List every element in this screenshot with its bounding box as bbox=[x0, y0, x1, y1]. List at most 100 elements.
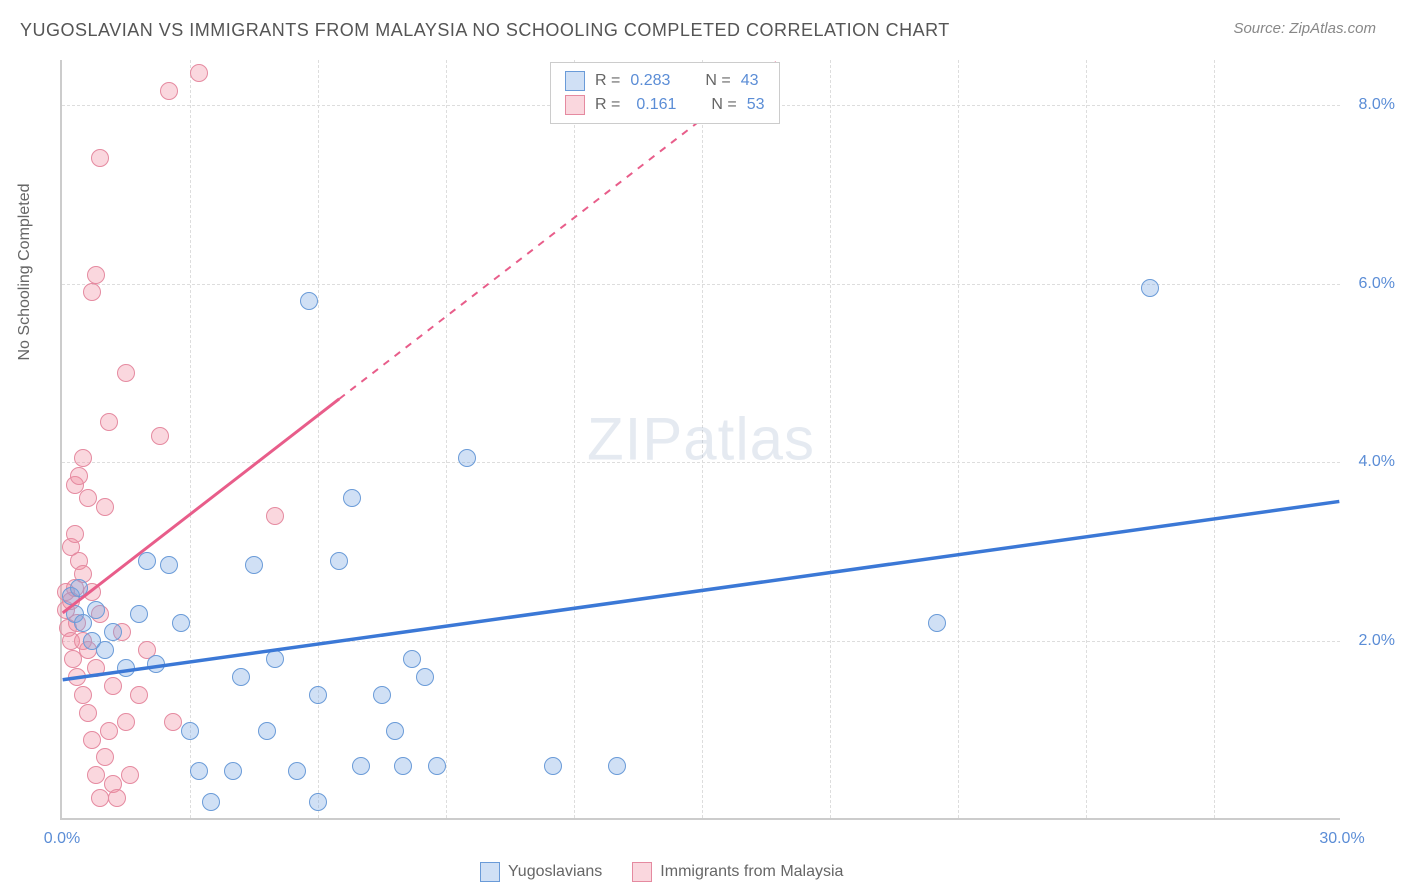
data-point bbox=[232, 668, 250, 686]
legend-swatch-pink-2 bbox=[632, 862, 652, 882]
data-point bbox=[172, 614, 190, 632]
r-label-2: R = bbox=[595, 96, 620, 114]
gridline-v bbox=[446, 60, 447, 818]
data-point bbox=[83, 731, 101, 749]
data-point bbox=[70, 467, 88, 485]
legend-swatch-blue-2 bbox=[480, 862, 500, 882]
n-value-1: 43 bbox=[741, 72, 759, 90]
data-point bbox=[373, 686, 391, 704]
data-point bbox=[117, 713, 135, 731]
data-point bbox=[87, 659, 105, 677]
data-point bbox=[245, 556, 263, 574]
data-point bbox=[160, 556, 178, 574]
data-point bbox=[104, 623, 122, 641]
gridline-v bbox=[190, 60, 191, 818]
data-point bbox=[79, 489, 97, 507]
n-label-2: N = bbox=[711, 96, 736, 114]
data-point bbox=[87, 601, 105, 619]
data-point bbox=[428, 757, 446, 775]
data-point bbox=[74, 686, 92, 704]
legend-series: Yugoslavians Immigrants from Malaysia bbox=[480, 862, 843, 882]
data-point bbox=[300, 292, 318, 310]
data-point bbox=[288, 762, 306, 780]
data-point bbox=[394, 757, 412, 775]
chart-container: YUGOSLAVIAN VS IMMIGRANTS FROM MALAYSIA … bbox=[0, 0, 1406, 892]
data-point bbox=[386, 722, 404, 740]
x-tick-label: 0.0% bbox=[44, 830, 80, 848]
data-point bbox=[83, 283, 101, 301]
y-tick-label: 4.0% bbox=[1359, 453, 1395, 471]
data-point bbox=[79, 704, 97, 722]
data-point bbox=[100, 722, 118, 740]
source-label: Source: ZipAtlas.com bbox=[1233, 20, 1376, 37]
data-point bbox=[130, 686, 148, 704]
legend-label-2: Immigrants from Malaysia bbox=[660, 863, 843, 881]
data-point bbox=[68, 668, 86, 686]
legend-item-malaysia: Immigrants from Malaysia bbox=[632, 862, 843, 882]
gridline-h bbox=[62, 462, 1340, 463]
x-tick-label: 30.0% bbox=[1319, 830, 1364, 848]
chart-title: YUGOSLAVIAN VS IMMIGRANTS FROM MALAYSIA … bbox=[20, 20, 950, 41]
r-label: R = bbox=[595, 72, 620, 90]
gridline-v bbox=[1214, 60, 1215, 818]
n-value-2: 53 bbox=[747, 96, 765, 114]
gridline-v bbox=[574, 60, 575, 818]
data-point bbox=[121, 766, 139, 784]
data-point bbox=[164, 713, 182, 731]
y-tick-label: 8.0% bbox=[1359, 96, 1395, 114]
data-point bbox=[147, 655, 165, 673]
data-point bbox=[96, 641, 114, 659]
data-point bbox=[1141, 279, 1159, 297]
data-point bbox=[70, 579, 88, 597]
gridline-v bbox=[958, 60, 959, 818]
data-point bbox=[96, 498, 114, 516]
data-point bbox=[403, 650, 421, 668]
gridline-v bbox=[1086, 60, 1087, 818]
data-point bbox=[309, 686, 327, 704]
data-point bbox=[266, 650, 284, 668]
data-point bbox=[117, 659, 135, 677]
data-point bbox=[330, 552, 348, 570]
gridline-h bbox=[62, 641, 1340, 642]
data-point bbox=[309, 793, 327, 811]
data-point bbox=[266, 507, 284, 525]
data-point bbox=[544, 757, 562, 775]
data-point bbox=[117, 364, 135, 382]
legend-item-yugoslavians: Yugoslavians bbox=[480, 862, 602, 882]
gridline-v bbox=[702, 60, 703, 818]
data-point bbox=[928, 614, 946, 632]
data-point bbox=[190, 762, 208, 780]
legend-stats: R = 0.283 N = 43 R = 0.161 N = 53 bbox=[550, 62, 780, 124]
y-tick-label: 2.0% bbox=[1359, 632, 1395, 650]
data-point bbox=[608, 757, 626, 775]
data-point bbox=[202, 793, 220, 811]
data-point bbox=[352, 757, 370, 775]
data-point bbox=[91, 149, 109, 167]
r-value-1: 0.283 bbox=[630, 72, 670, 90]
data-point bbox=[181, 722, 199, 740]
gridline-v bbox=[830, 60, 831, 818]
r-value-2: 0.161 bbox=[636, 96, 676, 114]
data-point bbox=[160, 82, 178, 100]
data-point bbox=[416, 668, 434, 686]
data-point bbox=[190, 64, 208, 82]
data-point bbox=[66, 525, 84, 543]
plot-area: ZIPatlas 2.0%4.0%6.0%8.0%0.0%30.0% bbox=[60, 60, 1340, 820]
data-point bbox=[224, 762, 242, 780]
legend-swatch-pink bbox=[565, 95, 585, 115]
data-point bbox=[74, 449, 92, 467]
trend-lines bbox=[62, 60, 1340, 818]
data-point bbox=[151, 427, 169, 445]
data-point bbox=[138, 552, 156, 570]
gridline-v bbox=[318, 60, 319, 818]
data-point bbox=[130, 605, 148, 623]
legend-stats-row-2: R = 0.161 N = 53 bbox=[565, 93, 765, 117]
data-point bbox=[87, 766, 105, 784]
data-point bbox=[108, 789, 126, 807]
y-axis-label: No Schooling Completed bbox=[16, 184, 34, 361]
data-point bbox=[104, 677, 122, 695]
data-point bbox=[258, 722, 276, 740]
data-point bbox=[458, 449, 476, 467]
legend-swatch-blue bbox=[565, 71, 585, 91]
legend-label-1: Yugoslavians bbox=[508, 863, 602, 881]
